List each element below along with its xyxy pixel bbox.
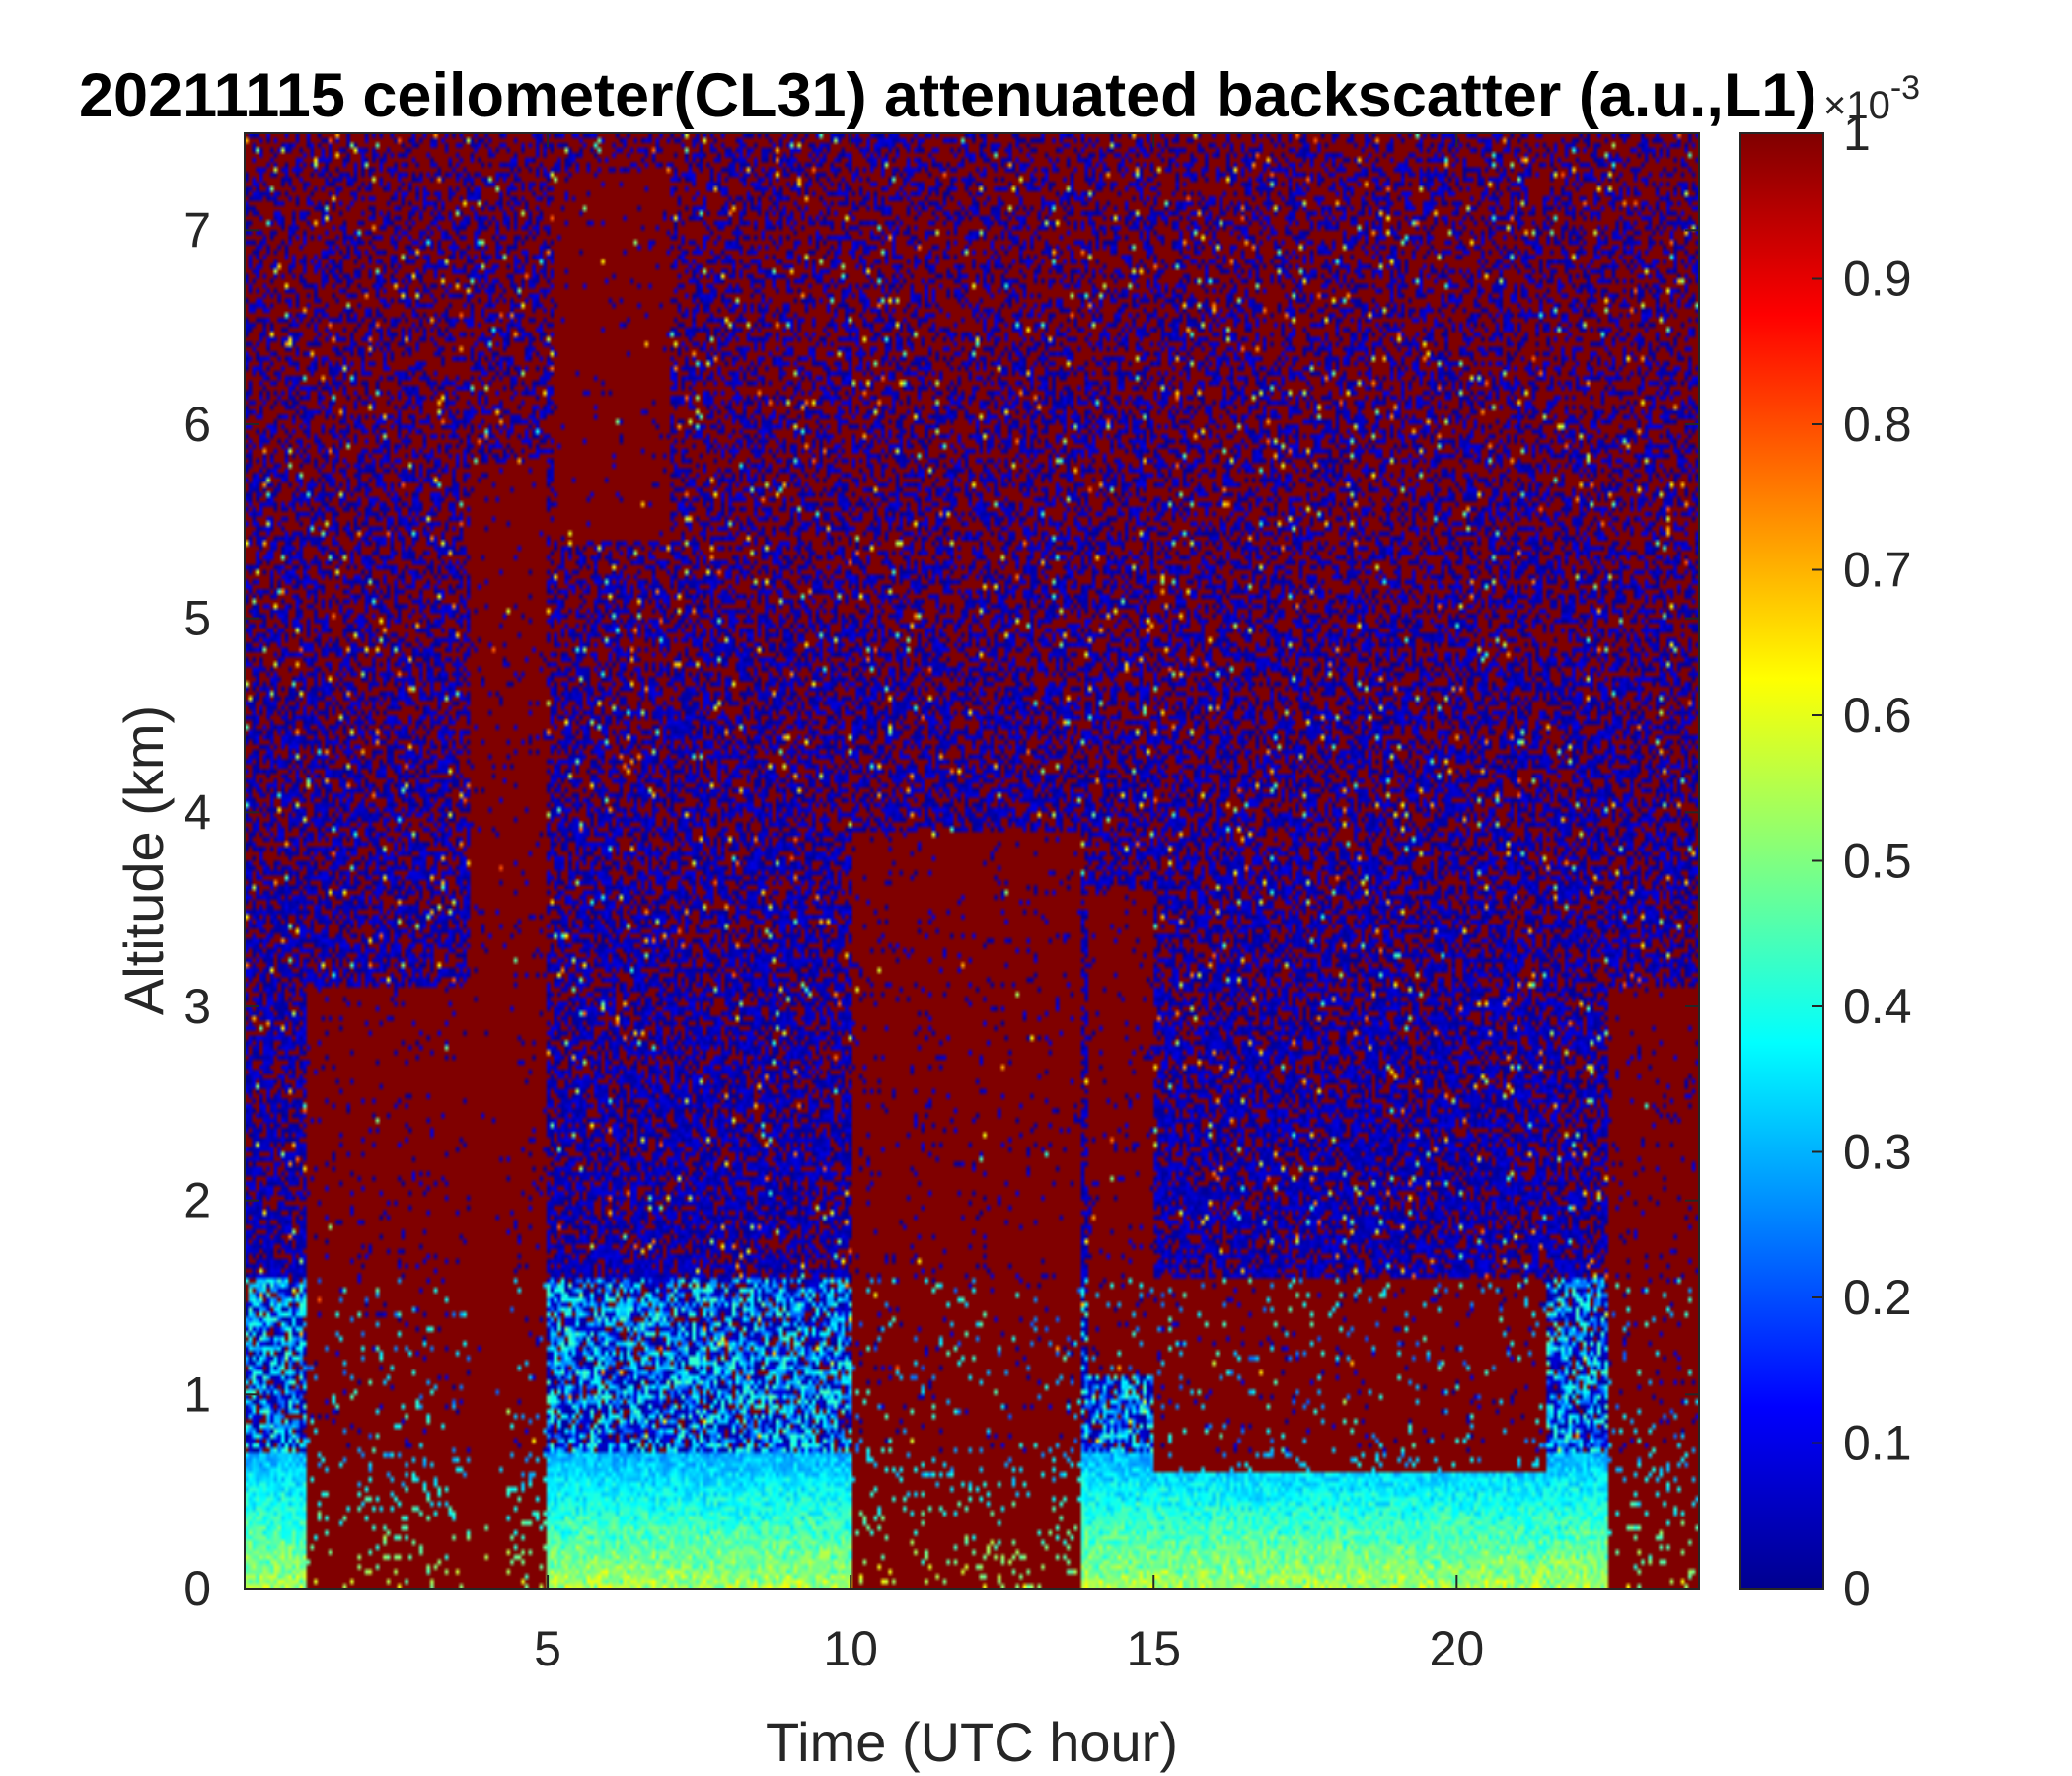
colorbar-gradient [1739, 132, 1824, 1590]
colorbar-exponent: ×10-3 [1823, 69, 1920, 127]
plot-area [244, 132, 1700, 1590]
colorbar-tick-label: 1 [1843, 106, 1871, 161]
y-tick-label: 3 [184, 979, 211, 1034]
y-tick-label: 4 [184, 784, 211, 840]
colorbar-tick-label: 0.9 [1843, 252, 1912, 307]
colorbar-tick-label: 0.5 [1843, 834, 1912, 889]
colorbar-tick-label: 0.1 [1843, 1416, 1912, 1471]
y-tick-label: 5 [184, 591, 211, 646]
y-tick-label: 1 [184, 1367, 211, 1422]
y-tick-label: 0 [184, 1561, 211, 1616]
x-tick-label: 5 [534, 1621, 561, 1676]
y-axis: 0 1 2 3 4 5 6 7 [184, 202, 1699, 1616]
chart-title: 20211115 ceilometer(CL31) attenuated bac… [79, 61, 1816, 130]
colorbar-exponent-base: ×10 [1823, 84, 1890, 127]
x-tick-label: 10 [823, 1621, 878, 1676]
backscatter-heatmap [245, 133, 1699, 1589]
y-tick-label: 6 [184, 397, 211, 452]
x-axis: 5 10 15 20 [534, 133, 1484, 1676]
x-tick-label: 15 [1126, 1621, 1181, 1676]
colorbar-tick-label: 0.7 [1843, 543, 1912, 598]
y-axis-label: Altitude (km) [112, 705, 175, 1015]
y-tick-label: 7 [184, 202, 211, 258]
x-tick-label: 20 [1430, 1621, 1485, 1676]
plot-frame [244, 132, 1700, 1590]
colorbar-tick-label: 0.6 [1843, 688, 1912, 743]
colorbar-tick-label: 0.8 [1843, 397, 1912, 452]
y-tick-label: 2 [184, 1173, 211, 1228]
colorbar-exponent-power: -3 [1890, 69, 1920, 107]
colorbar-tick-label: 0 [1843, 1561, 1871, 1616]
colorbar-tick-label: 0.3 [1843, 1125, 1912, 1180]
x-axis-label: Time (UTC hour) [766, 1711, 1178, 1773]
colorbar-ticks: 0 0.1 0.2 0.3 0.4 0.5 0.6 0.7 0.8 0.9 1 [1812, 106, 1912, 1616]
colorbar: 0 0.1 0.2 0.3 0.4 0.5 0.6 0.7 0.8 0.9 1 ×10-3 [1739, 69, 1920, 1616]
colorbar-tick-label: 0.4 [1843, 979, 1912, 1034]
colorbar-tick-label: 0.2 [1843, 1270, 1912, 1325]
